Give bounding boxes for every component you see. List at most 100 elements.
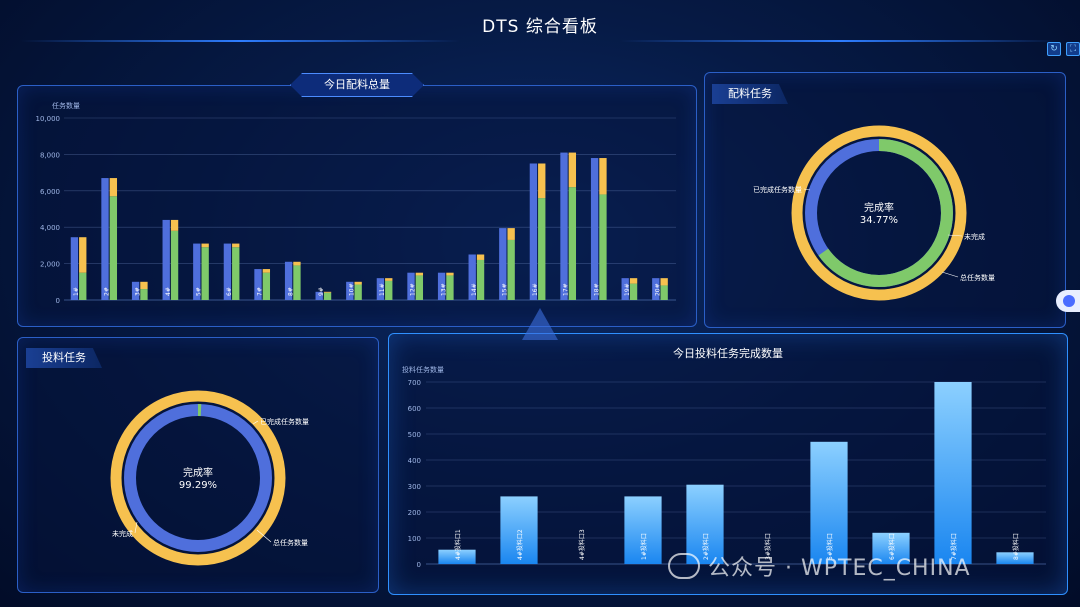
- bar-blue: [70, 237, 79, 300]
- bar-blue: [315, 291, 323, 300]
- x-tick-label: 1#投料口: [640, 533, 648, 560]
- y-tick-label: 300: [408, 483, 421, 491]
- bar-orange: [507, 228, 515, 240]
- x-tick-label: 2#: [104, 287, 111, 296]
- x-tick-label: 4#投料口1: [454, 529, 462, 560]
- x-tick-label: 9#: [318, 287, 325, 296]
- bar-green: [507, 239, 515, 300]
- bar-green: [201, 247, 209, 300]
- bar-orange: [354, 281, 362, 285]
- x-tick-label: 13#: [440, 283, 447, 296]
- bar-blue: [254, 269, 262, 300]
- title-divider-left: [20, 40, 460, 42]
- y-tick-label: 700: [408, 379, 421, 387]
- chart-touliao-count: 投料任务数量 0 100 200 300 400 500 600 700 4#投料口1 4#投料口2…: [402, 365, 1046, 569]
- bar-blue: [193, 243, 201, 300]
- bar-orange: [629, 278, 638, 284]
- panel-heading-touliao-count: 今日投料任务完成数量: [673, 347, 783, 360]
- bar-blue: [529, 163, 538, 300]
- tab-peiliao-total[interactable]: 今日配料总量: [290, 73, 424, 97]
- bar-blue: [407, 272, 415, 300]
- x-tick-label: 3#: [134, 287, 141, 296]
- panel-tag-peiliao: 配料任务: [712, 84, 788, 104]
- refresh-icon[interactable]: ↻: [1047, 42, 1061, 56]
- y-tick-label: 200: [408, 509, 421, 517]
- watermark: 公众号 · WPTEC_CHINA: [668, 550, 971, 582]
- bar-green: [262, 272, 271, 300]
- y-axis-label: 任务数量: [52, 101, 80, 110]
- bar-green: [660, 285, 668, 300]
- panel-tag-touliao: 投料任务: [26, 348, 102, 368]
- bar-green: [170, 230, 179, 300]
- x-tick-label: 4#: [165, 287, 172, 296]
- y-tick-label: 10,000: [36, 115, 61, 123]
- center-value: 34.77%: [860, 215, 898, 226]
- bar: [810, 441, 848, 564]
- bar-green: [323, 292, 332, 300]
- bar-orange: [109, 178, 118, 197]
- bar-green: [568, 187, 577, 300]
- legend-leader: [947, 234, 963, 237]
- x-tick-label: 15#: [501, 283, 508, 296]
- legend-leader: [803, 188, 811, 191]
- x-tick-label: 5#投料口: [826, 533, 834, 560]
- x-tick-label: 6#: [226, 287, 233, 296]
- bar-orange: [323, 291, 332, 293]
- bar-blue: [346, 281, 354, 300]
- x-tick-label: 8#: [287, 287, 294, 296]
- legend-label: 已完成任务数量: [260, 417, 309, 426]
- legend-leader: [252, 420, 259, 425]
- bar: [686, 484, 724, 564]
- center-label: 完成率: [183, 466, 213, 479]
- ring-undone: [805, 139, 953, 287]
- bar-green: [354, 284, 362, 300]
- app-title: DTS 综合看板: [482, 17, 598, 37]
- x-tick-label: 8#投料口: [1012, 533, 1020, 560]
- center-value: 99.29%: [179, 480, 217, 491]
- legend-leader: [256, 529, 272, 543]
- bar-green: [599, 194, 607, 300]
- title-divider-right: [620, 40, 1060, 42]
- bar-blue: [376, 278, 385, 300]
- bar-blue: [223, 243, 232, 300]
- bar-orange: [201, 243, 209, 248]
- bar-green: [79, 272, 87, 300]
- legend-label: 已完成任务数量: [753, 185, 802, 194]
- bar-blue: [560, 152, 568, 300]
- bar: [872, 532, 910, 564]
- y-tick-label: 8,000: [40, 151, 60, 159]
- x-tick-label: 7#投料口: [950, 533, 958, 560]
- bar-blue: [162, 219, 170, 300]
- bar-orange: [599, 158, 607, 195]
- y-tick-label: 4,000: [40, 224, 60, 232]
- ring-total: [791, 125, 967, 301]
- bar-blue: [652, 278, 660, 300]
- x-tick-label: 10#: [348, 283, 355, 296]
- bar-green: [415, 275, 424, 300]
- bar-blue: [131, 281, 140, 300]
- x-tick-label: 18#: [593, 283, 600, 296]
- bar: [934, 382, 972, 564]
- center-label: 完成率: [864, 201, 894, 214]
- chart-peiliao-total: 任务数量 0 2,000 4,000 6,000 8,000 10,000 1# 2# 3# 4# 5…: [36, 101, 676, 305]
- bar-blue: [499, 228, 507, 300]
- bar-green: [476, 259, 485, 300]
- x-tick-label: 11#: [379, 283, 386, 296]
- x-tick-label: 5#: [195, 287, 202, 296]
- x-tick-label: 3#投料口: [764, 533, 772, 560]
- x-tick-label: 14#: [471, 283, 478, 296]
- bar-green: [293, 265, 301, 300]
- fullscreen-icon[interactable]: ⛶: [1066, 42, 1080, 56]
- bar-orange: [232, 243, 240, 248]
- y-tick-label: 2,000: [40, 261, 60, 269]
- bar: [624, 496, 662, 564]
- bar-blue: [468, 254, 476, 300]
- x-tick-label: 16#: [532, 283, 539, 296]
- y-axis-label: 投料任务数量: [402, 365, 444, 374]
- bar-orange: [79, 237, 87, 273]
- assistant-icon[interactable]: [1056, 290, 1080, 312]
- y-tick-label: 6,000: [40, 188, 60, 196]
- bar-orange: [262, 269, 271, 273]
- ring-total: [110, 390, 286, 566]
